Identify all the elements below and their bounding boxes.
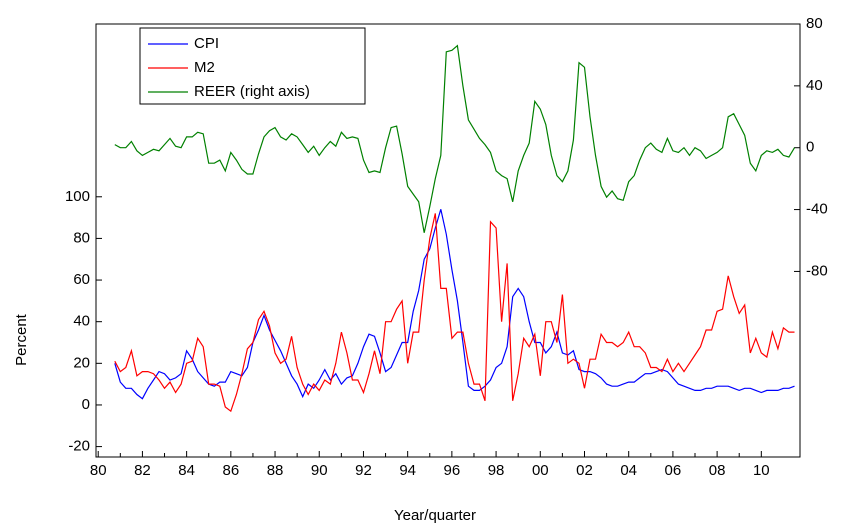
legend-label: M2: [194, 59, 215, 76]
x-tick-label: 84: [178, 462, 195, 479]
legend-box: [139, 27, 366, 105]
x-tick-label: 80: [90, 462, 107, 479]
x-tick-label: 02: [576, 462, 593, 479]
x-tick-label: 90: [311, 462, 328, 479]
y-tick-label: 60: [73, 271, 90, 288]
x-tick-label: 00: [532, 462, 549, 479]
x-tick-label: 06: [665, 462, 682, 479]
legend-label: REER (right axis): [194, 83, 310, 100]
legend-label: CPI: [194, 35, 219, 52]
x-tick-label: 94: [399, 462, 416, 479]
y2-tick-label: 40: [806, 77, 823, 94]
series-line: [114, 44, 796, 233]
x-tick-label: 98: [488, 462, 505, 479]
y-tick-label: -20: [68, 438, 90, 455]
x-tick-label: 96: [444, 462, 461, 479]
y-tick-label: 40: [73, 313, 90, 330]
series-line: [114, 213, 795, 413]
plot-frame: [95, 23, 801, 458]
y2-tick-label: 0: [806, 139, 814, 156]
y2-tick-label: 80: [806, 15, 823, 32]
x-tick-label: 04: [620, 462, 637, 479]
y2-tick-label: -40: [806, 201, 828, 218]
x-tick-label: 92: [355, 462, 372, 479]
x-axis-label: Year/quarter: [394, 507, 476, 524]
x-tick-label: 86: [222, 462, 239, 479]
y-tick-label: 20: [73, 354, 90, 371]
x-tick-label: 08: [709, 462, 726, 479]
y-axis-label: Percent: [13, 313, 30, 366]
y-tick-label: 80: [73, 229, 90, 246]
series-line: [114, 209, 795, 400]
x-tick-label: 88: [267, 462, 284, 479]
y2-tick-label: -80: [806, 262, 828, 279]
x-tick-label: 82: [134, 462, 151, 479]
y-tick-label: 100: [65, 188, 90, 205]
x-tick-label: 10: [753, 462, 770, 479]
y-tick-label: 0: [82, 396, 90, 413]
